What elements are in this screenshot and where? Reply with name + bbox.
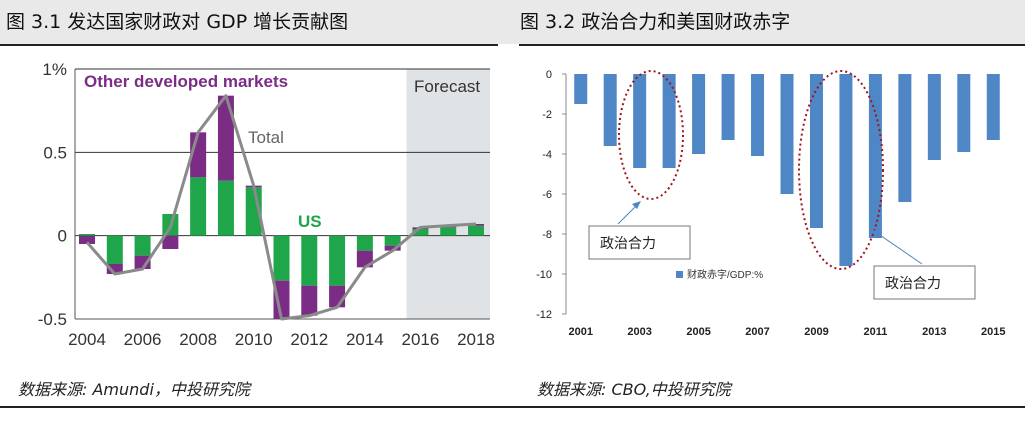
right-figure-title: 图 3.2 政治合力和美国财政赤字 (520, 11, 791, 33)
right-header-rule (519, 44, 1025, 46)
deficit-bar (898, 74, 912, 202)
us-bar (79, 234, 95, 236)
us-bar (356, 235, 373, 251)
deficit-bar (957, 74, 971, 152)
annotation-box-label: 政治合力 (600, 235, 656, 251)
annotation-arrow (876, 232, 923, 265)
other-developed-bar (162, 235, 179, 249)
y-tick-label: -2 (542, 109, 552, 121)
y-tick-label: -12 (536, 309, 552, 321)
us-bar (301, 235, 318, 286)
figure-header (0, 0, 1025, 44)
right-chart: 0 -2 -4 -6 -8 -10 -12 2001 2003 2005 2007 2009 2011… (536, 69, 1005, 338)
deficit-bar (780, 74, 794, 194)
arrow-head (873, 230, 882, 238)
deficit-bar (633, 74, 647, 168)
left-header-rule (0, 44, 498, 46)
us-bar (468, 225, 484, 236)
other-developed-label: Other developed markets (84, 72, 288, 91)
other-developed-bar (356, 250, 373, 268)
annotation-box (873, 265, 976, 300)
deficit-bar (692, 74, 706, 154)
x-tick-label: 2011 (863, 326, 887, 338)
us-bar (106, 235, 123, 264)
other-developed-bar (273, 280, 290, 319)
legend-swatch (676, 271, 683, 278)
highlight-ellipse (618, 70, 684, 200)
deficit-bar (574, 74, 588, 104)
y-tick-label: -10 (536, 269, 552, 281)
us-bar (329, 235, 346, 286)
deficit-bar (839, 74, 853, 266)
other-developed-bar (106, 264, 123, 274)
x-tick-label: 2009 (804, 326, 828, 338)
left-source: 数据来源: Amundi，中投研究院 (18, 380, 250, 399)
y-tick-label: 1% (42, 60, 67, 79)
total-label: Total (248, 128, 284, 147)
deficit-bar (721, 74, 735, 140)
x-tick-label: 2015 (981, 326, 1005, 338)
y-tick-label: 0 (58, 227, 67, 246)
y-tick-label: 0 (546, 69, 552, 81)
forecast-region (406, 69, 490, 319)
deficit-bar (662, 74, 676, 168)
x-tick-label: 2007 (745, 326, 769, 338)
x-tick-label: 2005 (686, 326, 710, 338)
us-bar (134, 235, 151, 256)
other-developed-bar (329, 285, 346, 308)
other-developed-bar (217, 95, 234, 181)
left-chart: 1% 0.5 0 -0.5 2004 2006 2008 2010 2012 2014 2016 2… (38, 60, 495, 349)
deficit-bar (603, 74, 617, 146)
x-tick-label: 2006 (124, 330, 162, 349)
us-bar (412, 229, 429, 236)
x-tick-label: 2003 (627, 326, 651, 338)
other-developed-bar (79, 235, 95, 244)
forecast-label: Forecast (414, 77, 480, 96)
us-label: US (298, 212, 322, 231)
other-developed-bar (384, 245, 401, 251)
y-tick-label: -8 (542, 229, 552, 241)
bottom-rule (0, 406, 1025, 408)
total-line (85, 94, 477, 321)
y-tick-label: -6 (542, 189, 552, 201)
right-source: 数据来源: CBO,中投研究院 (537, 380, 731, 399)
deficit-bar (751, 74, 765, 156)
deficit-bar (927, 74, 941, 160)
us-bar (384, 235, 401, 246)
x-tick-label: 2018 (457, 330, 495, 349)
us-bar (440, 227, 457, 236)
x-tick-label: 2008 (179, 330, 217, 349)
us-bar (273, 235, 290, 281)
highlight-ellipse (798, 70, 884, 270)
x-tick-label: 2013 (922, 326, 946, 338)
x-tick-label: 2016 (402, 330, 440, 349)
x-tick-label: 2014 (346, 330, 384, 349)
y-tick-label: -4 (542, 149, 552, 161)
x-tick-label: 2004 (68, 330, 106, 349)
y-tick-label: 0.5 (43, 143, 67, 162)
deficit-bar (986, 74, 1000, 140)
x-tick-label: 2010 (235, 330, 273, 349)
us-bar (217, 180, 234, 236)
arrow-head (632, 201, 641, 209)
legend-label: 财政赤字/GDP:% (687, 268, 763, 281)
us-bar (190, 177, 207, 236)
annotation-box (588, 225, 691, 260)
y-tick-label: -0.5 (38, 310, 67, 329)
other-developed-bar (301, 285, 318, 316)
annotation-arrow (617, 203, 639, 225)
x-tick-label: 2001 (568, 326, 592, 338)
annotation-box-label: 政治合力 (885, 275, 941, 291)
deficit-bar (809, 74, 823, 228)
left-figure-title: 图 3.1 发达国家财政对 GDP 增长贡献图 (6, 11, 349, 33)
x-tick-label: 2012 (290, 330, 328, 349)
deficit-bar (868, 74, 882, 238)
